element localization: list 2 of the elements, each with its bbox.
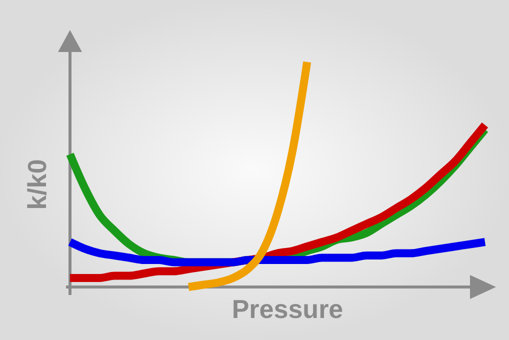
y-axis-title: k/k0 (22, 159, 52, 210)
x-axis-title: Pressure (232, 294, 344, 324)
